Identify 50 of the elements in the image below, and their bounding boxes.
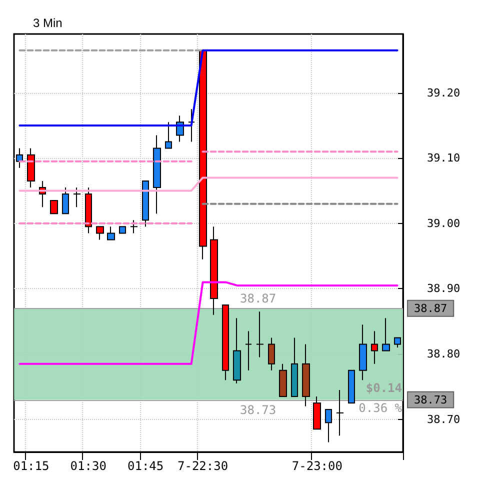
candlestick [62,186,69,214]
candlestick [371,330,378,364]
candlestick [382,318,390,352]
x-tick-label: 7-22:30 [177,459,228,473]
candlestick [107,226,115,240]
candlestick [27,148,35,188]
chart-title: 3 Min [33,16,62,30]
candlestick [50,200,58,214]
x-tick-label: 01:15 [13,459,50,473]
candlestick [222,304,229,381]
candlestick [16,148,23,168]
candlestick [245,330,252,371]
candlestick [394,337,401,348]
candlestick [268,337,275,371]
candlestick [279,363,287,397]
candlestick [302,344,310,407]
y-tick-label: 39.20 [427,86,460,100]
candlestick [313,396,321,430]
candlestick [233,318,241,384]
candlestick [130,220,138,234]
candlestick [85,186,92,234]
candlestick [291,337,298,397]
candlestick [142,180,149,228]
candlestick [336,389,344,436]
candlestick [153,134,161,214]
candlestick [256,311,264,358]
y-tick-label: 38.70 [427,412,460,426]
candlestick [199,50,207,260]
candlestick [348,370,355,404]
y-tick-label: 38.90 [427,282,460,296]
candlestick [73,186,81,208]
ref-line-label: 38.87 [414,302,448,315]
y-tick-label: 39.00 [427,216,460,230]
candlestick [210,226,218,316]
ref-line-label: 38.73 [414,393,448,406]
candlestick [119,226,126,234]
y-tick-label: 38.80 [427,348,460,361]
x-tick-label: 7-23:00 [292,459,342,473]
annotation: 38.87 [240,291,276,306]
x-tick-label: 01:45 [128,459,164,473]
y-tick-label: 39.10 [427,152,460,165]
annotation: 0.36 % [358,400,403,415]
candlestick [96,226,104,240]
candlestick [325,409,332,443]
annotation: $0.14 [366,380,402,395]
candlestick [188,108,195,142]
annotation: 38.73 [240,402,276,417]
candlestick [165,122,172,149]
candlestick [359,324,367,381]
x-tick-label: 01:30 [70,459,106,473]
